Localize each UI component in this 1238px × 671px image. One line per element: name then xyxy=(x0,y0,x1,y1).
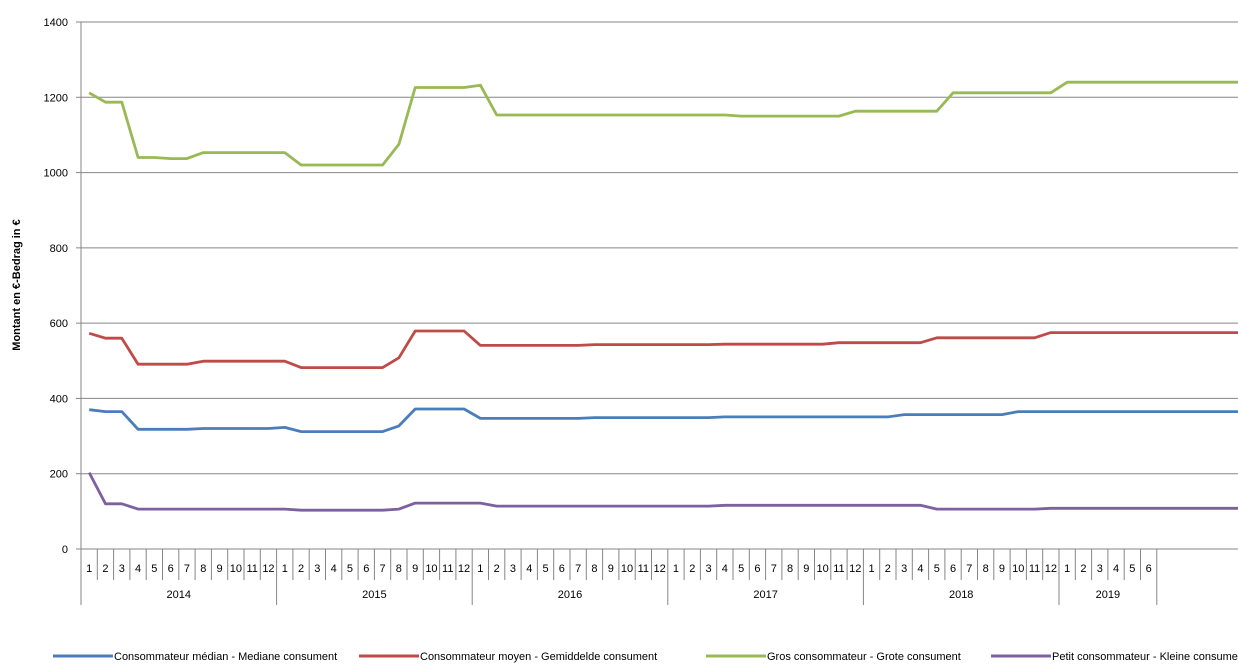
x-month-label: 1 xyxy=(86,563,92,575)
x-month-label: 1 xyxy=(1064,563,1070,575)
x-month-label: 10 xyxy=(1012,563,1024,575)
x-month-label: 6 xyxy=(168,563,174,575)
x-month-label: 4 xyxy=(917,563,923,575)
x-month-label: 5 xyxy=(934,563,940,575)
series-line xyxy=(88,329,1238,370)
x-month-label: 4 xyxy=(331,563,337,575)
x-month-label: 9 xyxy=(803,563,809,575)
x-year-label: 2015 xyxy=(362,589,386,601)
x-month-label: 7 xyxy=(966,563,972,575)
x-month-label: 9 xyxy=(608,563,614,575)
series-line xyxy=(89,407,1238,434)
x-month-label: 2 xyxy=(494,563,500,575)
legend-label: Gros consommateur - Grote consument xyxy=(767,651,961,663)
x-month-label: 12 xyxy=(849,563,861,575)
x-year-label: 2014 xyxy=(167,589,191,601)
y-tick-label: 400 xyxy=(50,393,68,405)
y-axis-title: Montant en €-Bedrag in € xyxy=(11,219,23,350)
x-month-label: 6 xyxy=(950,563,956,575)
x-month-label: 3 xyxy=(705,563,711,575)
series-line xyxy=(88,80,1238,167)
x-month-label: 1 xyxy=(282,563,288,575)
x-month-label: 7 xyxy=(184,563,190,575)
x-month-label: 7 xyxy=(771,563,777,575)
x-month-label: 6 xyxy=(754,563,760,575)
legend-label: Consommateur médian - Mediane consument xyxy=(114,651,337,663)
x-month-label: 12 xyxy=(458,563,470,575)
x-month-label: 1 xyxy=(477,563,483,575)
x-month-label: 3 xyxy=(901,563,907,575)
x-month-label: 12 xyxy=(262,563,274,575)
x-month-label: 10 xyxy=(230,563,242,575)
x-month-label: 4 xyxy=(722,563,728,575)
y-tick-label: 0 xyxy=(62,544,68,556)
legend-label: Consommateur moyen - Gemiddelde consumen… xyxy=(420,651,657,663)
series-lines xyxy=(87,80,1238,512)
x-year-label: 2016 xyxy=(558,589,582,601)
x-month-label: 5 xyxy=(347,563,353,575)
x-month-label: 6 xyxy=(1146,563,1152,575)
x-month-label: 1 xyxy=(673,563,679,575)
x-month-label: 4 xyxy=(526,563,532,575)
x-month-label: 3 xyxy=(510,563,516,575)
x-month-label: 9 xyxy=(412,563,418,575)
y-tick-label: 1400 xyxy=(44,17,68,29)
x-month-label: 5 xyxy=(151,563,157,575)
x-month-label: 12 xyxy=(654,563,666,575)
x-month-label: 9 xyxy=(999,563,1005,575)
x-month-label: 4 xyxy=(1113,563,1119,575)
legend: Consommateur médian - Mediane consument C… xyxy=(53,651,1238,663)
x-month-label: 11 xyxy=(1029,563,1040,575)
x-month-label: 11 xyxy=(246,563,257,575)
y-tick-label: 1000 xyxy=(44,168,68,180)
x-month-label: 6 xyxy=(363,563,369,575)
x-month-label: 5 xyxy=(738,563,744,575)
x-month-label: 3 xyxy=(1097,563,1103,575)
gridlines xyxy=(81,21,1238,550)
x-month-label: 3 xyxy=(119,563,125,575)
x-month-label: 9 xyxy=(216,563,222,575)
x-month-label: 2 xyxy=(298,563,304,575)
x-month-label: 1 xyxy=(868,563,874,575)
x-month-label: 8 xyxy=(396,563,402,575)
x-year-label: 2019 xyxy=(1096,589,1120,601)
x-month-label: 4 xyxy=(135,563,141,575)
x-month-label: 5 xyxy=(542,563,548,575)
x-month-label: 7 xyxy=(575,563,581,575)
y-tick-label: 600 xyxy=(50,318,68,330)
x-month-label: 5 xyxy=(1129,563,1135,575)
y-tick-label: 1200 xyxy=(44,92,68,104)
x-month-label: 3 xyxy=(314,563,320,575)
series-line xyxy=(87,471,1238,512)
legend-label: Petit consommateur - Kleine consument xyxy=(1052,651,1238,663)
x-month-label: 7 xyxy=(379,563,385,575)
x-month-label: 8 xyxy=(787,563,793,575)
x-year-label: 2018 xyxy=(949,589,973,601)
x-month-label: 12 xyxy=(1045,563,1057,575)
y-tick-label: 200 xyxy=(50,469,68,481)
x-month-label: 2 xyxy=(1080,563,1086,575)
x-month-label: 2 xyxy=(102,563,108,575)
x-month-label: 10 xyxy=(817,563,829,575)
x-month-label: 2 xyxy=(885,563,891,575)
x-month-label: 11 xyxy=(833,563,844,575)
x-month-label: 8 xyxy=(200,563,206,575)
x-year-label: 2017 xyxy=(753,589,777,601)
x-month-label: 10 xyxy=(425,563,437,575)
x-month-label: 11 xyxy=(638,563,649,575)
x-month-label: 2 xyxy=(689,563,695,575)
x-month-label: 11 xyxy=(442,563,453,575)
x-month-label: 8 xyxy=(591,563,597,575)
x-month-label: 10 xyxy=(621,563,633,575)
x-month-label: 8 xyxy=(983,563,989,575)
y-tick-label: 800 xyxy=(50,243,68,255)
x-month-label: 6 xyxy=(559,563,565,575)
